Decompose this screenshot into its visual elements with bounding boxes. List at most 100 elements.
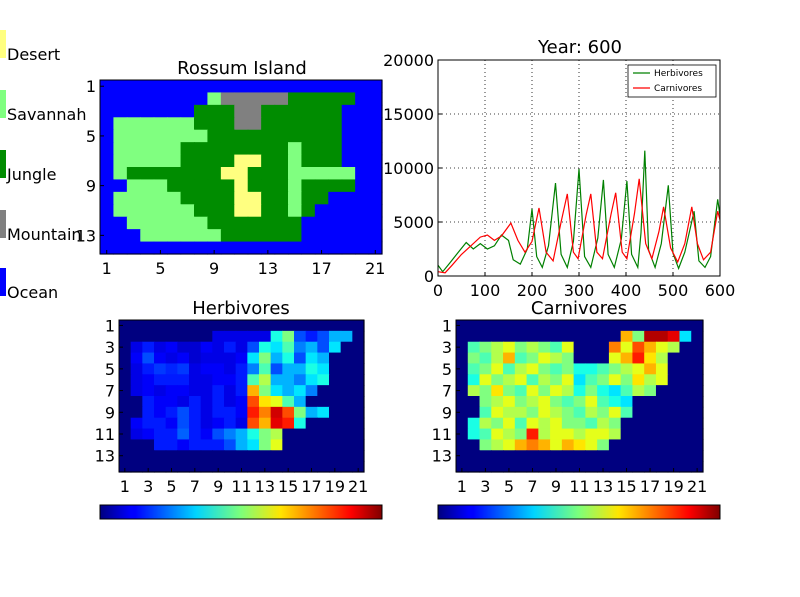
herbivores-cell xyxy=(235,450,248,462)
carnivores-cell xyxy=(597,352,610,365)
carnivores-cell xyxy=(491,439,504,451)
island-cell xyxy=(140,179,155,193)
island-cell xyxy=(153,179,168,193)
herbivores-ytick-label: 13 xyxy=(95,447,115,466)
herbivores-cell xyxy=(270,385,283,397)
carnivores-cell xyxy=(561,374,575,386)
island-cell xyxy=(220,142,235,156)
island-cell xyxy=(153,154,168,168)
carnivores-cell xyxy=(514,352,528,365)
carnivores-xtick-label: 13 xyxy=(593,477,613,496)
herbivores-cell xyxy=(200,396,213,408)
carnivores-cell xyxy=(538,428,551,441)
herbivores-cell xyxy=(270,374,283,386)
island-cell xyxy=(113,241,128,255)
island-cell xyxy=(368,92,383,106)
herbivores-cell xyxy=(235,341,248,354)
carnivores-cell xyxy=(667,461,681,473)
herbivores-cell xyxy=(154,385,167,397)
herbivores-cell xyxy=(305,341,318,354)
carnivores-cell xyxy=(538,363,551,375)
island-cell xyxy=(207,229,222,243)
line-xtick-label: 500 xyxy=(658,281,689,300)
herbivores-cell xyxy=(259,417,272,430)
carnivores-cell xyxy=(491,385,504,397)
carnivores-cell xyxy=(467,450,481,462)
carnivores-cell xyxy=(573,320,586,332)
herbivores-cell xyxy=(247,374,260,386)
herbivores-cell xyxy=(340,396,353,408)
island-cell xyxy=(180,92,195,106)
island-cell xyxy=(261,241,276,255)
herbivores-cell xyxy=(352,461,365,473)
herbivores-cell xyxy=(247,396,260,408)
island-cell xyxy=(288,117,303,131)
herbivores-cell xyxy=(294,396,307,408)
herbivores-cell xyxy=(282,330,295,343)
island-cell xyxy=(314,229,329,243)
carnivores-cell xyxy=(644,363,657,375)
island-cell xyxy=(113,80,128,94)
carnivores-ytick-label: 13 xyxy=(432,447,452,466)
herbivores-cell xyxy=(317,330,330,343)
island-cell xyxy=(194,191,209,205)
herbivores-cell xyxy=(212,450,225,462)
island-cell xyxy=(113,117,128,131)
carnivores-cell xyxy=(585,417,598,430)
island-cell xyxy=(247,167,262,181)
island-cell xyxy=(274,117,289,131)
island-cell xyxy=(234,142,249,156)
herbivores-ytick-label: 3 xyxy=(105,338,115,357)
herbivores-cell xyxy=(130,363,143,375)
island-cell xyxy=(274,204,289,218)
carnivores-cell xyxy=(514,461,528,473)
herbivores-cell xyxy=(340,406,353,419)
island-cell xyxy=(153,229,168,243)
herbivores-cell xyxy=(119,363,132,375)
carnivores-cell xyxy=(573,385,586,397)
line-chart-ticks: 0 100 200 300 400 500 600 0 5000 10000 15000 20000 xyxy=(383,51,735,300)
herbivores-cell xyxy=(165,352,178,365)
herbivores-cell xyxy=(352,363,365,375)
herbivores-xtick-label: 1 xyxy=(120,477,130,496)
carnivores-cell xyxy=(503,396,516,408)
carnivores-cell xyxy=(585,385,598,397)
carnivores-cell xyxy=(467,320,481,332)
carnivores-cell xyxy=(467,363,481,375)
island-ytick-label: 5 xyxy=(86,127,96,146)
carnivores-cell xyxy=(608,330,622,343)
herbivores-cell xyxy=(154,341,167,354)
island-cell xyxy=(167,241,182,255)
carnivores-cell xyxy=(514,374,528,386)
carnivores-cell xyxy=(655,374,669,386)
carnivores-cell xyxy=(526,396,539,408)
island-cell xyxy=(261,191,276,205)
island-cell xyxy=(140,80,155,94)
herbivores-cell xyxy=(247,439,260,451)
herbivores-cell xyxy=(200,341,213,354)
island-cell xyxy=(301,241,316,255)
line-legend-box xyxy=(627,64,717,98)
island-cell xyxy=(167,117,182,131)
carnivores-cell xyxy=(655,396,669,408)
carnivores-cell xyxy=(550,428,563,441)
carnivores-cell xyxy=(597,330,610,343)
island-cell xyxy=(368,80,383,94)
herbivores-cell xyxy=(224,341,237,354)
carnivores-cell xyxy=(679,363,692,375)
carnivores-cell xyxy=(467,406,481,419)
herbivores-cell xyxy=(212,406,225,419)
herbivores-cell xyxy=(189,385,202,397)
carnivores-cell xyxy=(467,461,481,473)
herbivores-cell xyxy=(294,461,307,473)
herbivores-cell xyxy=(200,417,213,430)
island-cell xyxy=(328,129,343,143)
herbivores-cell xyxy=(212,341,225,354)
herbivores-ytick-label: 7 xyxy=(105,382,115,401)
island-cell xyxy=(234,229,249,243)
island-cell xyxy=(126,117,141,131)
carnivores-cell xyxy=(550,330,563,343)
carnivores-cell xyxy=(655,363,669,375)
herbivores-cell xyxy=(189,450,202,462)
